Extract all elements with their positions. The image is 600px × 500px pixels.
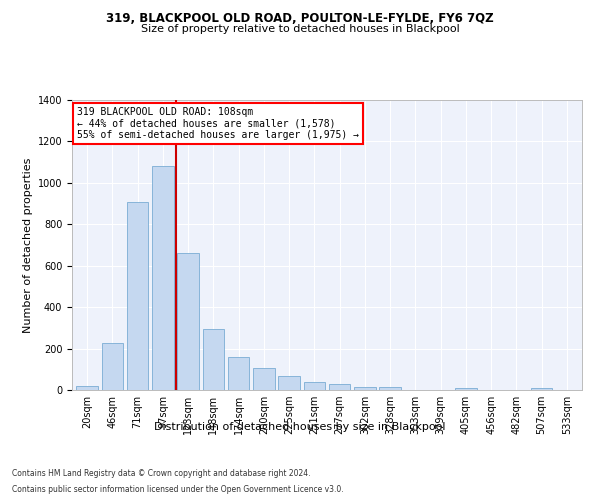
Text: Contains HM Land Registry data © Crown copyright and database right 2024.: Contains HM Land Registry data © Crown c…: [12, 468, 311, 477]
Text: Contains public sector information licensed under the Open Government Licence v3: Contains public sector information licen…: [12, 485, 344, 494]
Bar: [76, 386, 98, 390]
Bar: [152, 166, 173, 390]
Bar: [101, 344, 123, 390]
Bar: [127, 202, 148, 390]
Bar: [354, 387, 376, 390]
Bar: [178, 254, 199, 390]
Y-axis label: Number of detached properties: Number of detached properties: [23, 158, 34, 332]
Bar: [379, 387, 401, 390]
Bar: [304, 382, 325, 390]
Text: Distribution of detached houses by size in Blackpool: Distribution of detached houses by size …: [154, 422, 446, 432]
Bar: [329, 384, 350, 390]
Bar: [203, 329, 224, 390]
Bar: [531, 388, 553, 390]
Text: Size of property relative to detached houses in Blackpool: Size of property relative to detached ho…: [140, 24, 460, 34]
Bar: [228, 358, 250, 390]
Bar: [278, 376, 300, 390]
Bar: [253, 368, 275, 390]
Bar: [455, 388, 476, 390]
Text: 319, BLACKPOOL OLD ROAD, POULTON-LE-FYLDE, FY6 7QZ: 319, BLACKPOOL OLD ROAD, POULTON-LE-FYLD…: [106, 12, 494, 26]
Text: 319 BLACKPOOL OLD ROAD: 108sqm
← 44% of detached houses are smaller (1,578)
55% : 319 BLACKPOOL OLD ROAD: 108sqm ← 44% of …: [77, 108, 359, 140]
